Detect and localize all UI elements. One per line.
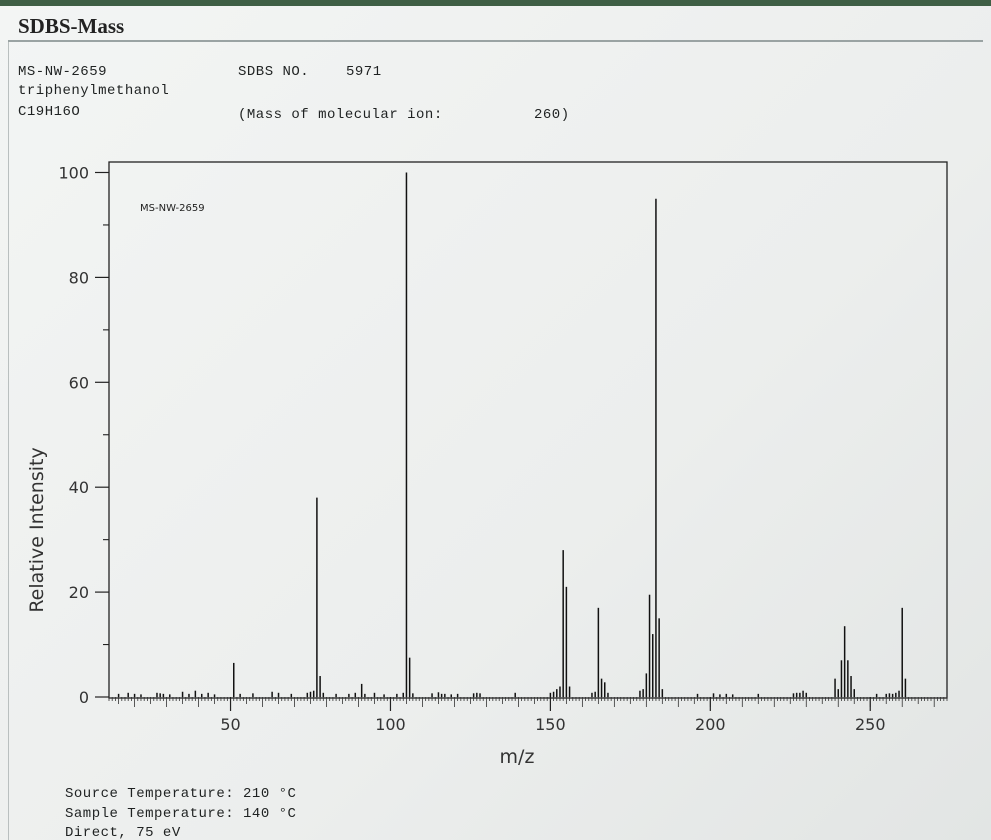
molecular-ion-value: 260): [534, 107, 570, 123]
window-top-bar: [0, 0, 991, 6]
y-tick-label: 80: [69, 268, 89, 287]
compound-code: MS-NW-2659: [18, 64, 108, 80]
y-tick-label: 40: [69, 478, 89, 497]
mass-spectrum-chart: 0 20 40 60 80 100 50 100 150 200 250 MS-NW-2659 Re…: [26, 161, 948, 768]
app-title: SDBS-Mass: [18, 14, 125, 38]
peak-bars: [117, 172, 907, 697]
title-bar: SDBS-Mass: [8, 8, 983, 42]
x-tick-label: 150: [535, 715, 566, 734]
compound-name: triphenylmethanol: [18, 83, 170, 99]
x-tick-label: 200: [695, 715, 726, 734]
chart-annotation: MS-NW-2659: [140, 203, 205, 214]
source-temperature: Source Temperature: 210 °C: [65, 786, 297, 802]
compound-formula: C19H16O: [18, 104, 81, 120]
axis-ticks: [95, 171, 948, 711]
sample-temperature: Sample Temperature: 140 °C: [65, 806, 297, 822]
y-tick-label: 100: [58, 163, 89, 182]
x-tick-label: 50: [220, 715, 240, 734]
molecular-ion-label: (Mass of molecular ion:: [238, 107, 443, 123]
y-tick-label: 60: [69, 373, 89, 392]
tick-labels: 0 20 40 60 80 100 50 100 150 200 250: [58, 163, 885, 734]
sdbs-label: SDBS NO.: [238, 64, 310, 80]
page: SDBS-Mass MS-NW-2659 triphenylmethanol C…: [0, 6, 991, 840]
x-tick-label: 100: [375, 715, 406, 734]
y-tick-label: 20: [69, 583, 89, 602]
plot-frame: [108, 161, 948, 699]
y-axis-label: Relative Intensity: [26, 447, 48, 612]
left-border: [8, 42, 9, 840]
chart-area: 0 20 40 60 80 100 50 100 150 200 250 MS-NW-2659 Re…: [0, 146, 991, 786]
x-tick-label: 250: [855, 715, 886, 734]
sdbs-number: 5971: [346, 64, 382, 80]
ionization-method: Direct, 75 eV: [65, 825, 181, 840]
y-tick-label: 0: [79, 688, 89, 707]
x-axis-label: m/z: [500, 746, 535, 768]
